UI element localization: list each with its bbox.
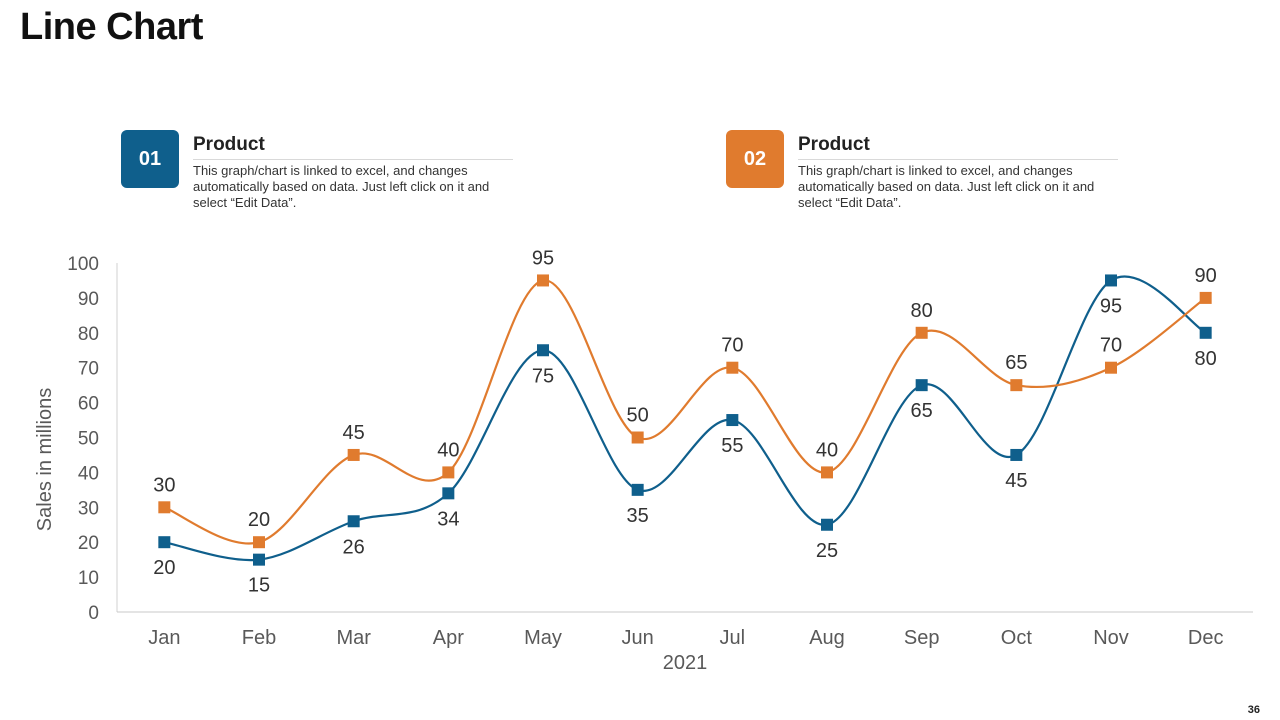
series-1-point-dec (1199, 326, 1212, 339)
y-tick-label-0: 0 (88, 603, 99, 624)
series-1-label-jan: 20 (153, 557, 175, 579)
series-2-label-dec: 90 (1195, 265, 1217, 287)
x-tick-label-aug: Aug (809, 627, 845, 649)
y-tick-label-20: 20 (78, 533, 99, 554)
series-1-label-apr: 34 (437, 508, 459, 530)
series-2-point-jun (631, 431, 644, 444)
series-2-label-nov: 70 (1100, 335, 1122, 357)
series-1-label-oct: 45 (1005, 470, 1027, 492)
series-1-point-sep (915, 379, 928, 392)
series-2-label-feb: 20 (248, 509, 270, 531)
y-tick-label-100: 100 (67, 254, 99, 275)
series-2-label-jul: 70 (721, 335, 743, 357)
y-tick-label-70: 70 (78, 359, 99, 380)
y-tick-label-30: 30 (78, 498, 99, 519)
legend-text-01: This graph/chart is linked to excel, and… (193, 163, 490, 210)
series-2-point-oct (1010, 379, 1023, 392)
series-1-label-mar: 26 (343, 536, 365, 558)
x-tick-label-jul: Jul (720, 627, 746, 649)
series-2-point-dec (1199, 291, 1212, 304)
series-2-label-jun: 50 (627, 405, 649, 427)
series-1-point-jan (158, 536, 171, 549)
series-2-point-aug (821, 466, 833, 479)
series-1-point-oct (1010, 448, 1023, 461)
y-tick-label-40: 40 (78, 463, 99, 484)
series-1-point-may (537, 344, 549, 357)
series-1-label-feb: 15 (248, 575, 270, 597)
series-2-point-jan (158, 501, 171, 514)
series-2-point-sep (915, 326, 928, 339)
legend-card-02: 02 Product This graph/chart is linked to… (726, 130, 1126, 220)
x-tick-label-jun: Jun (622, 627, 654, 649)
series-1-point-feb (253, 553, 265, 566)
series-1-point-apr (442, 487, 455, 500)
series-1-point-nov (1105, 274, 1117, 287)
series-2-label-apr: 40 (437, 439, 459, 461)
x-tick-label-nov: Nov (1093, 627, 1129, 649)
series-2-point-nov (1105, 361, 1117, 374)
x-tick-label-sep: Sep (904, 627, 940, 649)
legend-badge-01: 01 (121, 130, 179, 188)
legend-divider-01 (193, 159, 513, 160)
x-tick-label-apr: Apr (433, 627, 464, 649)
series-1-point-aug (821, 518, 833, 531)
series-2-point-feb (253, 536, 265, 549)
series-1-label-jul: 55 (721, 435, 743, 457)
series-line-2 (163, 279, 1207, 545)
series-1-point-jun (631, 483, 644, 496)
legend-badge-02: 02 (726, 130, 784, 188)
series-line-1 (164, 275, 1207, 562)
x-tick-label-jan: Jan (148, 627, 180, 649)
series-2-label-aug: 40 (816, 439, 838, 461)
series-1-point-jul (726, 414, 739, 427)
page-title: Line Chart (20, 6, 203, 48)
y-axis-title: Sales in millions (34, 388, 56, 531)
y-tick-label-80: 80 (78, 324, 99, 345)
y-tick-label-90: 90 (78, 289, 99, 310)
series-2-point-mar (347, 448, 360, 461)
legend-title-02: Product (798, 134, 870, 155)
series-1-label-aug: 25 (816, 540, 838, 562)
series-2-point-apr (442, 466, 455, 479)
series-1-label-sep: 65 (911, 400, 933, 422)
series-2-label-may: 95 (532, 247, 554, 269)
y-tick-label-10: 10 (78, 568, 99, 589)
series-2-label-oct: 65 (1005, 352, 1027, 374)
x-tick-label-may: May (524, 627, 562, 649)
series-1-label-nov: 95 (1100, 295, 1122, 317)
series-2-label-jan: 30 (153, 474, 175, 496)
series-1-point-mar (347, 515, 360, 528)
series-2-point-jul (726, 361, 739, 374)
series-2-label-sep: 80 (911, 300, 933, 322)
series-1-label-dec: 80 (1195, 348, 1217, 370)
y-tick-label-50: 50 (78, 429, 99, 450)
series-2-label-mar: 45 (343, 422, 365, 444)
legend-title-01: Product (193, 134, 265, 155)
series-1-label-may: 75 (532, 365, 554, 387)
x-tick-label-mar: Mar (336, 627, 371, 649)
series-2-point-may (537, 274, 549, 287)
x-tick-label-dec: Dec (1188, 627, 1224, 649)
page-number: 36 (1247, 704, 1260, 716)
x-tick-label-feb: Feb (242, 627, 276, 649)
x-axis-title: 2021 (663, 652, 708, 674)
legend-divider-02 (798, 159, 1118, 160)
legend-card-01: 01 Product This graph/chart is linked to… (121, 130, 521, 220)
legend-text-02: This graph/chart is linked to excel, and… (798, 163, 1095, 210)
y-tick-label-60: 60 (78, 394, 99, 415)
series-1-label-jun: 35 (627, 505, 649, 527)
x-tick-label-oct: Oct (1001, 627, 1033, 649)
